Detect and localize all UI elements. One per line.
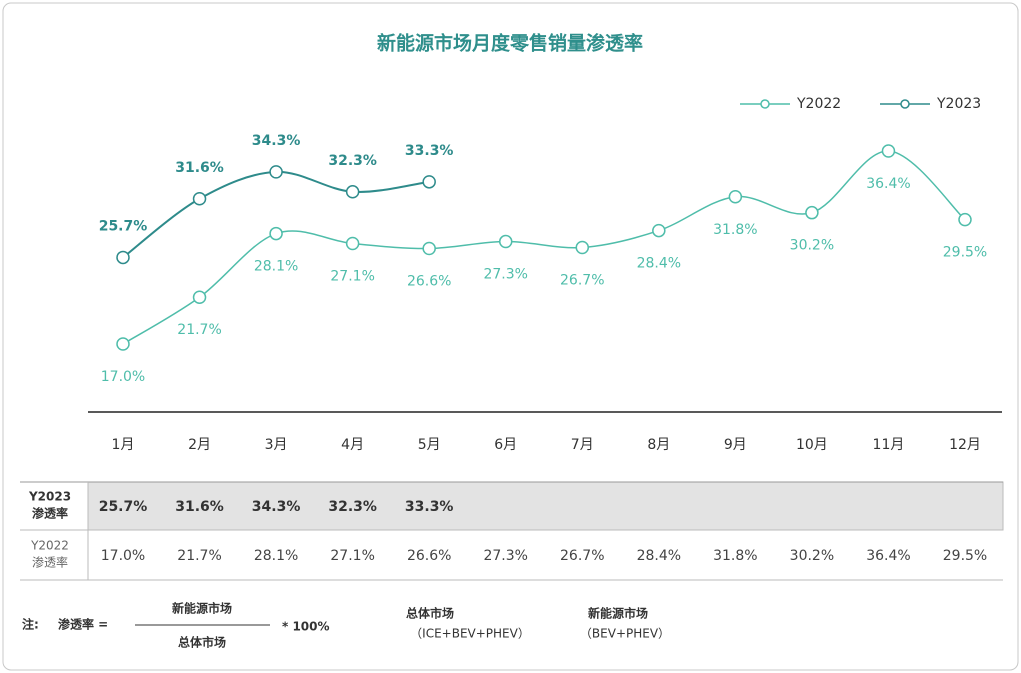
table-cell: 25.7%: [99, 499, 148, 515]
legend-marker: [760, 99, 770, 109]
table-row-header: 渗透率: [32, 506, 68, 521]
point: [269, 165, 283, 179]
table-row-bg: [87, 481, 1004, 531]
point: [498, 234, 513, 249]
point: [116, 337, 130, 351]
table-cell: 26.6%: [407, 548, 451, 564]
data-label: 29.5%: [943, 245, 987, 261]
table-cell: 31.6%: [175, 499, 224, 515]
x-tick-label: 10月: [796, 437, 828, 453]
note-denominator: 总体市场: [178, 635, 226, 650]
x-tick-label: 12月: [949, 437, 981, 453]
table-cell: 31.8%: [713, 548, 757, 564]
table-row-header: Y2023: [28, 490, 71, 504]
note-prefix: 注:: [22, 617, 39, 632]
x-tick-label: 7月: [571, 437, 594, 453]
point: [652, 223, 666, 238]
table-cell: 32.3%: [328, 499, 377, 515]
table-cell: 30.2%: [790, 548, 834, 564]
series-line: [122, 150, 966, 345]
legend-label: Y2023: [936, 96, 981, 112]
point: [805, 205, 819, 220]
table-cell: 26.7%: [560, 548, 604, 564]
point: [192, 290, 207, 304]
data-label: 31.6%: [175, 160, 224, 176]
point: [958, 212, 972, 227]
x-tick-label: 2月: [188, 437, 211, 453]
point: [575, 240, 590, 255]
data-label: 27.1%: [330, 269, 374, 285]
note-def: 总体市场: [406, 606, 454, 621]
table-cell: 34.3%: [252, 499, 301, 515]
point: [422, 175, 436, 189]
note-def: （ICE+BEV+PHEV）: [410, 627, 530, 641]
legend-marker: [900, 99, 910, 109]
data-label: 33.3%: [405, 143, 454, 159]
table-cell: 33.3%: [405, 499, 454, 515]
point: [345, 185, 360, 199]
table-row-header: Y2022: [30, 539, 69, 553]
point: [192, 192, 207, 206]
point: [269, 226, 283, 241]
data-label: 26.7%: [560, 273, 604, 289]
table-cell: 27.1%: [330, 548, 374, 564]
x-tick-label: 9月: [724, 437, 747, 453]
table-cell: 29.5%: [943, 548, 987, 564]
data-label: 31.8%: [713, 222, 757, 238]
note-factor: * 100%: [282, 620, 330, 634]
table-row-header: 渗透率: [32, 555, 68, 570]
table-cell: 36.4%: [866, 548, 910, 564]
data-label: 26.6%: [407, 273, 451, 289]
data-label: 28.4%: [637, 256, 681, 272]
data-label: 28.1%: [254, 259, 298, 275]
point: [881, 144, 896, 158]
point: [728, 190, 743, 204]
data-label: 17.0%: [101, 369, 145, 385]
point: [116, 250, 130, 265]
legend-label: Y2022: [796, 96, 841, 112]
note-lhs: 渗透率 =: [58, 617, 108, 632]
table-cell: 28.1%: [254, 548, 298, 564]
x-tick-label: 1月: [112, 437, 135, 453]
point: [422, 241, 436, 256]
chart-title: 新能源市场月度零售销量渗透率: [377, 32, 643, 55]
data-label: 34.3%: [252, 133, 301, 149]
data-label: 36.4%: [866, 176, 910, 192]
note-numerator: 新能源市场: [172, 601, 232, 616]
note-def: 新能源市场: [588, 606, 648, 621]
x-tick-label: 4月: [341, 437, 364, 453]
table-cell: 27.3%: [483, 548, 527, 564]
x-tick-label: 11月: [873, 437, 905, 453]
x-tick-label: 3月: [265, 437, 288, 453]
point: [345, 236, 360, 251]
table-cell: 17.0%: [101, 548, 145, 564]
x-tick-label: 8月: [647, 437, 670, 453]
note-def: （BEV+PHEV）: [580, 627, 670, 641]
table-cell: 21.7%: [177, 548, 221, 564]
x-tick-label: 5月: [418, 437, 441, 453]
data-label: 27.3%: [483, 267, 527, 283]
data-label: 30.2%: [790, 238, 834, 254]
table-cell: 28.4%: [637, 548, 681, 564]
data-label: 25.7%: [99, 218, 148, 234]
x-tick-label: 6月: [494, 437, 517, 453]
data-label: 21.7%: [177, 322, 221, 338]
data-label: 32.3%: [328, 153, 377, 169]
